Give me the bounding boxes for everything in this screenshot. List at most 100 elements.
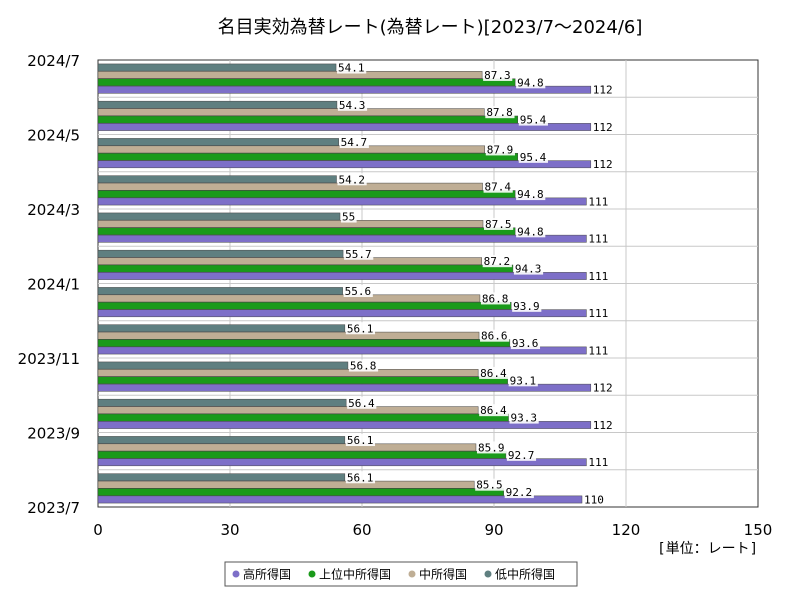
y-tick-label: 2024/5 <box>27 127 80 145</box>
data-label-bg <box>483 180 513 193</box>
data-label-bg <box>513 262 544 275</box>
data-label: 85.5 <box>476 479 503 492</box>
data-label-bg <box>348 359 379 372</box>
bar <box>97 160 592 169</box>
bar <box>97 115 519 124</box>
legend-marker <box>232 570 240 578</box>
data-label-bg <box>475 478 505 491</box>
data-label-bg <box>337 98 368 111</box>
data-label-bg <box>591 120 615 133</box>
data-label: 112 <box>593 121 613 134</box>
legend-label: 上位中所得国 <box>319 567 391 582</box>
data-label-bg <box>518 113 548 126</box>
data-label-bg <box>587 344 610 357</box>
data-label: 93.6 <box>512 337 538 350</box>
data-label-bg <box>516 188 546 201</box>
data-label-bg <box>516 225 546 238</box>
data-label: 87.5 <box>485 218 512 231</box>
data-label-bg <box>591 158 615 171</box>
legend-label: 中所得国 <box>419 567 467 582</box>
x-tick-label: 30 <box>220 521 239 539</box>
bar <box>97 398 347 407</box>
data-label-bg <box>341 210 357 223</box>
bar <box>97 376 508 385</box>
bar <box>97 383 592 392</box>
data-label: 94.8 <box>517 225 544 238</box>
bar <box>97 220 484 228</box>
data-label: 93.9 <box>513 300 540 313</box>
bar <box>97 257 482 266</box>
data-label-bg <box>587 456 610 469</box>
data-label-bg <box>482 255 512 268</box>
bar <box>97 182 483 191</box>
data-label-bg <box>583 493 606 506</box>
data-label-bg <box>337 61 367 74</box>
data-label-bg <box>504 486 534 499</box>
data-label-bg <box>506 448 537 461</box>
data-label-bg <box>512 299 542 312</box>
bar <box>97 78 516 87</box>
bar <box>97 361 349 370</box>
bar <box>97 301 512 310</box>
bar <box>97 406 479 415</box>
data-label: 87.4 <box>485 181 512 194</box>
data-label: 93.1 <box>510 374 537 387</box>
bar <box>97 249 344 258</box>
data-label: 111 <box>588 344 608 357</box>
data-label-bg <box>587 307 610 320</box>
chart-title: 名目実効為替レート(為替レート)[2023/7～2024/6] <box>218 17 643 38</box>
data-label: 55.7 <box>345 248 372 261</box>
legend-marker <box>408 570 416 578</box>
bar <box>97 436 346 444</box>
data-label-bg <box>587 195 610 208</box>
data-label-bg <box>480 329 510 342</box>
bar <box>97 71 483 79</box>
data-label: 111 <box>588 233 608 246</box>
bar <box>97 488 504 496</box>
data-label: 56.1 <box>347 322 374 335</box>
y-tick-label: 2024/7 <box>27 52 80 70</box>
data-label-bg <box>345 434 376 447</box>
data-label-bg <box>508 374 538 387</box>
data-label: 56.4 <box>348 397 375 410</box>
bar <box>97 324 346 333</box>
data-label: 111 <box>588 307 608 320</box>
bar <box>97 495 583 504</box>
bar <box>97 197 587 206</box>
bar <box>97 145 486 154</box>
data-label-bg <box>337 173 367 186</box>
bar <box>97 123 592 131</box>
data-label: 94.3 <box>515 263 542 276</box>
data-label: 54.2 <box>338 173 365 186</box>
x-tick-label: 90 <box>484 521 503 539</box>
data-label: 110 <box>584 493 604 506</box>
data-label: 112 <box>593 382 613 395</box>
legend-box <box>224 561 578 587</box>
data-label: 92.2 <box>506 486 533 499</box>
y-axis-ticks: 2024/7 2024/5 2024/3 2024/1 2023/11 2023/9 202… <box>18 52 80 517</box>
legend: 高所得国 上位中所得国 中所得国 低中所得国 <box>224 561 578 587</box>
data-label-bg <box>587 232 610 245</box>
bar <box>97 450 507 459</box>
x-axis-ticks: 0 30 60 90 120 150 <box>93 521 772 539</box>
data-label-bg <box>479 366 509 379</box>
data-label: 111 <box>588 456 608 469</box>
grid-lines <box>98 60 758 507</box>
bar <box>97 108 485 117</box>
data-label-bg <box>591 83 615 96</box>
data-label: 94.8 <box>517 76 544 89</box>
data-label: 112 <box>593 419 613 432</box>
legend-marker <box>308 570 316 578</box>
data-label: 56.1 <box>347 471 374 484</box>
data-label: 87.9 <box>487 143 514 156</box>
unit-label: [単位：レート] <box>657 541 758 557</box>
bar <box>97 264 514 273</box>
data-label: 93.3 <box>511 412 538 425</box>
bar <box>97 63 337 72</box>
bar <box>97 443 477 452</box>
bar <box>97 309 587 318</box>
x-tick-label: 0 <box>93 521 103 539</box>
bar <box>97 413 509 422</box>
data-label-bg <box>483 68 513 81</box>
